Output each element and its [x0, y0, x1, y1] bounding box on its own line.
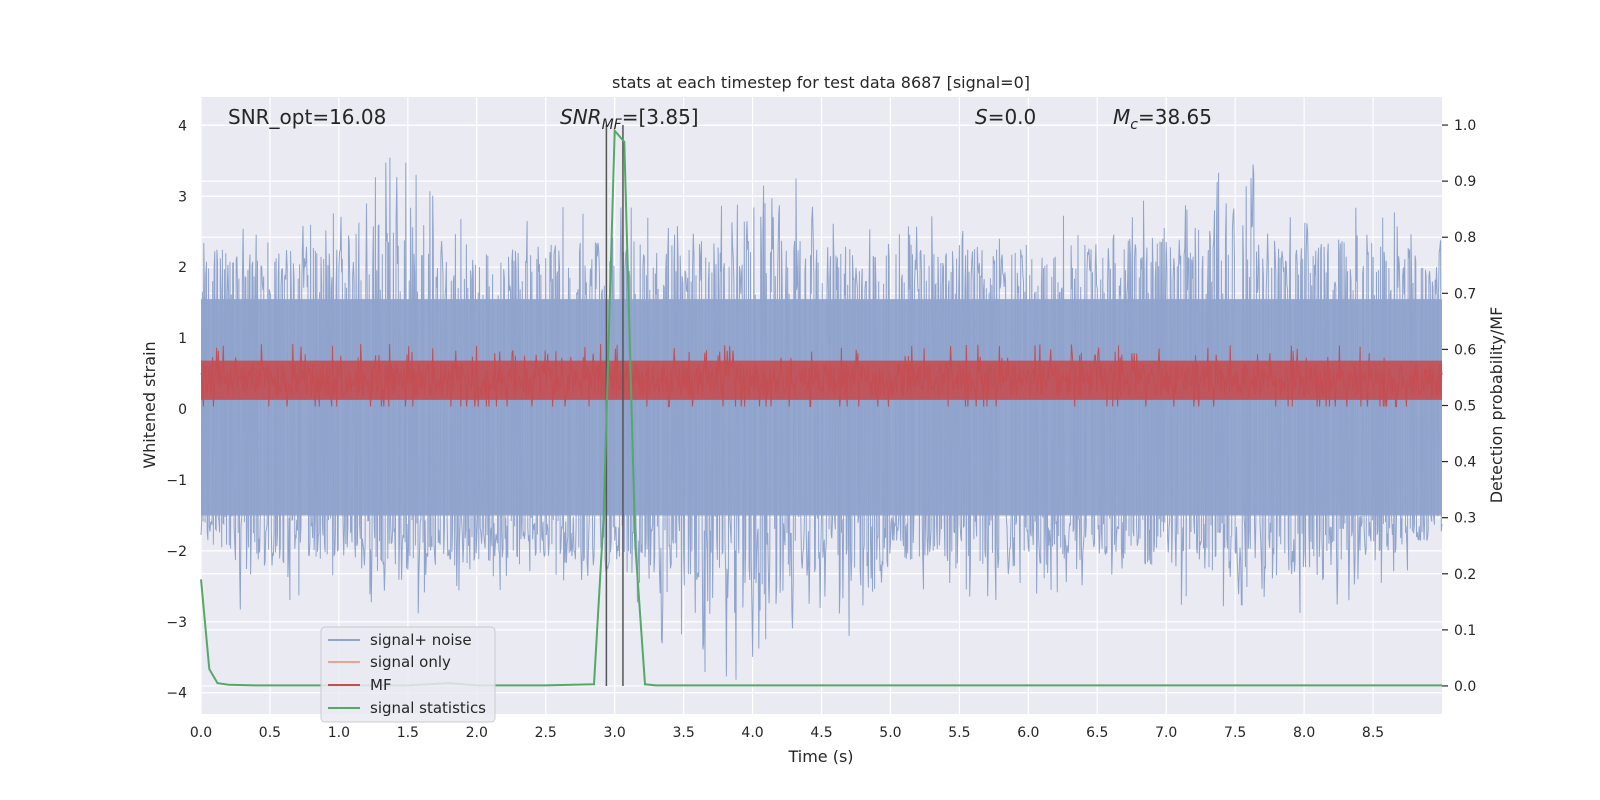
- y-tick-label-left: −4: [166, 686, 187, 702]
- x-tick-label: 7.0: [1155, 725, 1177, 741]
- mf-line: [200, 343, 1443, 408]
- y-tick-label-right: 0.4: [1454, 455, 1476, 471]
- x-tick-label: 3.5: [672, 725, 694, 741]
- x-tick-label: 8.0: [1293, 725, 1315, 741]
- x-tick-label: 3.0: [604, 725, 626, 741]
- x-tick-label: 6.5: [1086, 725, 1108, 741]
- x-tick-label: 1.5: [397, 725, 419, 741]
- x-axis-label: Time (s): [787, 747, 853, 766]
- x-tick-label: 2.0: [466, 725, 488, 741]
- y-tick-label-left: −2: [166, 544, 187, 560]
- y-tick-label-right: 0.9: [1454, 174, 1476, 190]
- annotation-snr-opt: SNR_opt=16.08: [228, 105, 386, 129]
- y-tick-label-right: 0.8: [1454, 230, 1476, 246]
- legend-label-mf: MF: [370, 676, 392, 694]
- y-tick-label-right: 0.1: [1454, 623, 1476, 639]
- x-tick-label: 5.5: [948, 725, 970, 741]
- y-tick-label-right: 1.0: [1454, 118, 1476, 134]
- noise-line: [200, 157, 1443, 680]
- y-axis-label-left: Whitened strain: [140, 341, 159, 468]
- legend-label-signal-noise: signal+ noise: [370, 631, 472, 649]
- y-axis-left-ticks: −4 −3 −2 −1 0 1 2 3 4: [166, 118, 187, 701]
- y-tick-label-left: 2: [178, 260, 187, 276]
- x-tick-label: 8.5: [1362, 725, 1384, 741]
- x-tick-label: 6.0: [1017, 725, 1039, 741]
- x-tick-label: 5.0: [879, 725, 901, 741]
- x-tick-label: 4.0: [741, 725, 763, 741]
- signal-statistics-line: [200, 128, 1442, 687]
- mf-series: [200, 343, 1443, 408]
- x-tick-label: 0.0: [190, 725, 212, 741]
- y-tick-label-left: 0: [178, 402, 187, 418]
- x-axis-ticks: 0.0 0.5 1.0 1.5 2.0 2.5 3.0 3.5 4.0 4.5 5.0 5.5 6.0 6…: [190, 725, 1384, 741]
- y-tick-label-left: −1: [166, 473, 187, 489]
- x-tick-label: 7.5: [1224, 725, 1246, 741]
- annotation-mc-value: Mc=38.65: [1113, 105, 1212, 133]
- legend-label-signal-only: signal only: [370, 653, 451, 671]
- signal-statistics-series: [200, 128, 1442, 687]
- legend-box: [320, 626, 496, 723]
- x-tick-label: 0.5: [259, 725, 281, 741]
- chart-title: stats at each timestep for test data 868…: [612, 73, 1030, 92]
- y-tick-label-left: 1: [178, 331, 187, 347]
- legend-label-signal-statistics: signal statistics: [370, 699, 486, 717]
- signal-noise-series: [200, 157, 1443, 680]
- y-tick-label-left: 3: [178, 189, 187, 205]
- annotation-snr-mf: SNRMF=[3.85]: [560, 105, 699, 133]
- y-tick-label-right: 0.2: [1454, 567, 1476, 583]
- annotation-s-value: S=0.0: [975, 105, 1036, 129]
- x-tick-label: 2.5: [535, 725, 557, 741]
- y-tick-label-right: 0.7: [1454, 286, 1476, 302]
- y-tick-label-right: 0.6: [1454, 342, 1476, 358]
- y-tick-label-right: 0.0: [1454, 679, 1476, 695]
- y-tick-label-left: −3: [166, 615, 187, 631]
- y-tick-label-right: 0.5: [1454, 399, 1476, 415]
- y-tick-label-right: 0.3: [1454, 511, 1476, 527]
- x-tick-label: 1.0: [328, 725, 350, 741]
- x-tick-label: 4.5: [810, 725, 832, 741]
- y-axis-label-right: Detection probability/MF: [1487, 307, 1506, 504]
- y-axis-right-ticks: 0.0 0.1 0.2 0.3 0.4 0.5 0.6 0.7 0.8 0.9 1.0: [1442, 118, 1476, 695]
- legend: signal+ noise signal only MF signal stat…: [320, 626, 496, 723]
- y-tick-label-left: 4: [178, 118, 187, 134]
